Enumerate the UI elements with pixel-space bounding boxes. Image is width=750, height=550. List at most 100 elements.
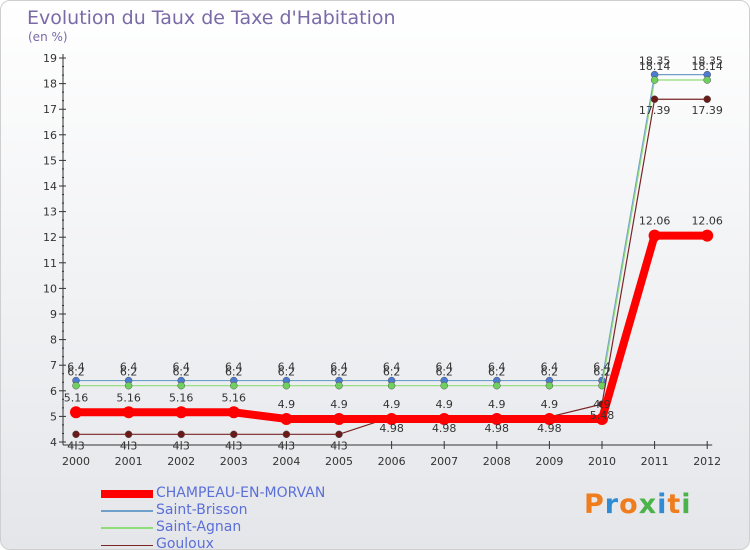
data-label: 6.2 bbox=[488, 366, 506, 379]
data-label: 4.98 bbox=[432, 422, 457, 435]
data-point bbox=[280, 412, 293, 425]
data-point bbox=[230, 430, 238, 439]
logo-letter: x bbox=[638, 489, 658, 520]
logo-letter: i bbox=[657, 489, 668, 520]
logo-letter: P bbox=[584, 489, 605, 520]
y-tick-label: 9 bbox=[50, 308, 57, 321]
data-label: 4.3 bbox=[225, 439, 243, 452]
x-tick-label: 2006 bbox=[378, 455, 406, 468]
chart-unit: (en %) bbox=[28, 30, 68, 44]
y-tick-label: 16 bbox=[43, 129, 57, 142]
data-label: 6.4 bbox=[120, 361, 138, 374]
data-label: 6.4 bbox=[383, 361, 401, 374]
data-point bbox=[650, 95, 659, 103]
data-label: 5.16 bbox=[64, 391, 89, 404]
legend-swatch bbox=[101, 544, 153, 546]
legend-swatch bbox=[101, 527, 153, 529]
x-tick-label: 2010 bbox=[588, 455, 616, 468]
data-point bbox=[282, 381, 291, 390]
x-tick-label: 2007 bbox=[430, 455, 458, 468]
legend-item: Saint-Agnan bbox=[101, 519, 381, 537]
data-label: 4.98 bbox=[537, 422, 562, 435]
logo-letter: o bbox=[619, 489, 639, 520]
data-point bbox=[543, 412, 556, 425]
y-tick-label: 10 bbox=[43, 282, 57, 295]
y-tick-label: 13 bbox=[43, 206, 57, 219]
data-point bbox=[177, 430, 185, 439]
x-tick-label: 2000 bbox=[62, 455, 90, 468]
y-tick-label: 11 bbox=[43, 257, 57, 270]
series-line-saint-brisson bbox=[76, 74, 708, 382]
data-label: 4.9 bbox=[278, 398, 296, 411]
legend-label: Saint-Brisson bbox=[156, 502, 248, 518]
data-label: 6.2 bbox=[172, 366, 190, 379]
data-point bbox=[493, 381, 501, 390]
data-point bbox=[230, 381, 238, 390]
data-label: 17.39 bbox=[691, 104, 723, 117]
y-tick-label: 5 bbox=[50, 410, 57, 423]
data-label: 17.39 bbox=[639, 104, 671, 117]
data-point bbox=[177, 381, 185, 390]
legend-swatch bbox=[101, 490, 153, 498]
data-point bbox=[227, 406, 240, 419]
data-label: 6.2 bbox=[541, 366, 559, 379]
data-label: 4.98 bbox=[485, 422, 510, 435]
data-label: 4.9 bbox=[435, 398, 453, 411]
data-label: 6.4 bbox=[541, 361, 559, 374]
legend-item: Gouloux bbox=[101, 536, 381, 550]
x-tick-label: 2012 bbox=[693, 455, 721, 468]
data-label: 6.4 bbox=[278, 361, 296, 374]
chart-title: Evolution du Taux de Taxe d'Habitation bbox=[27, 7, 396, 29]
logo-letter: r bbox=[604, 489, 620, 520]
data-point bbox=[648, 229, 661, 242]
legend-label: Gouloux bbox=[156, 536, 214, 550]
data-point bbox=[72, 430, 80, 439]
x-tick-label: 2003 bbox=[220, 455, 248, 468]
data-point bbox=[703, 95, 711, 103]
data-point bbox=[175, 406, 188, 419]
legend-label: CHAMPEAU-EN-MORVAN bbox=[156, 485, 326, 501]
data-point bbox=[545, 381, 554, 390]
logo-letter: i bbox=[681, 489, 692, 520]
y-tick-label: 6 bbox=[50, 385, 57, 398]
data-point bbox=[438, 412, 451, 425]
data-label: 6.4 bbox=[67, 361, 85, 374]
y-tick-label: 14 bbox=[43, 180, 57, 193]
logo-letter: t bbox=[667, 489, 682, 520]
data-label: 4.3 bbox=[67, 439, 85, 452]
data-label: 6.2 bbox=[278, 366, 296, 379]
x-tick-label: 2002 bbox=[167, 455, 195, 468]
y-tick-label: 8 bbox=[50, 334, 57, 347]
data-point bbox=[72, 381, 80, 390]
data-label: 5.16 bbox=[222, 391, 247, 404]
y-tick-label: 15 bbox=[43, 154, 57, 167]
data-label: 4.98 bbox=[379, 422, 404, 435]
y-tick-label: 17 bbox=[43, 103, 57, 116]
data-label: 5.48 bbox=[590, 409, 615, 422]
x-tick-label: 2011 bbox=[641, 455, 669, 468]
data-label: 6.4 bbox=[488, 361, 506, 374]
data-label: 6.2 bbox=[435, 366, 453, 379]
data-label: 6.2 bbox=[67, 366, 85, 379]
legend-swatch bbox=[101, 510, 153, 512]
x-tick-label: 2005 bbox=[325, 455, 353, 468]
data-label: 12.06 bbox=[691, 215, 723, 228]
data-point bbox=[122, 406, 135, 419]
data-label: 18.35 bbox=[639, 55, 671, 68]
y-tick-label: 18 bbox=[43, 78, 57, 91]
data-point bbox=[385, 412, 398, 425]
y-tick-label: 12 bbox=[43, 231, 57, 244]
data-label: 4.9 bbox=[383, 398, 401, 411]
data-label: 4.3 bbox=[278, 439, 296, 452]
legend-item: Saint-Brisson bbox=[101, 502, 381, 520]
y-tick-label: 19 bbox=[43, 52, 57, 65]
data-label: 4.9 bbox=[488, 398, 506, 411]
y-tick-label: 7 bbox=[50, 359, 57, 372]
data-label: 5.16 bbox=[169, 391, 194, 404]
legend-item: CHAMPEAU-EN-MORVAN bbox=[101, 485, 381, 503]
data-point bbox=[596, 412, 608, 425]
data-label: 6.2 bbox=[120, 366, 138, 379]
data-point bbox=[282, 430, 291, 439]
